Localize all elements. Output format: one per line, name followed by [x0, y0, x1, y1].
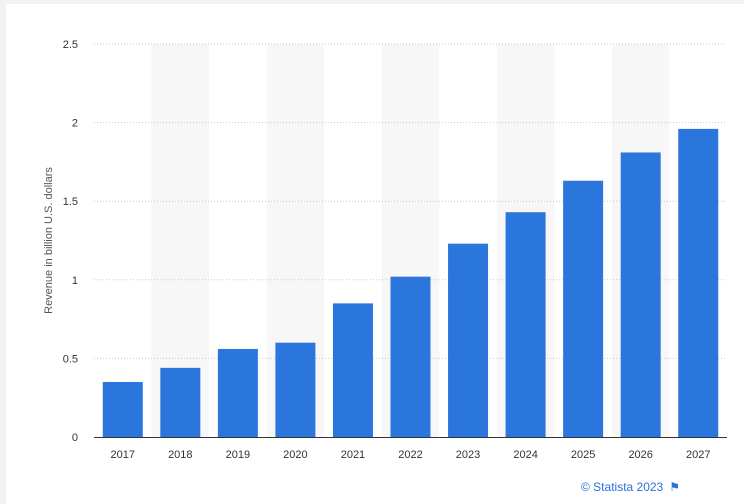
gridlines — [94, 43, 727, 359]
x-tick-label: 2023 — [456, 449, 480, 461]
y-tick-label: 1 — [72, 275, 78, 287]
bar-2025[interactable] — [563, 180, 604, 437]
x-tick-label: 2022 — [398, 449, 422, 461]
statista-credit[interactable]: © Statista 2023 ⚑ — [581, 480, 680, 494]
y-axis-title: Revenue in billion U.S. dollars — [43, 167, 55, 314]
x-tick-label: 2026 — [628, 449, 652, 461]
bar-2020[interactable] — [275, 342, 316, 437]
y-tick-label: 0 — [72, 432, 78, 444]
bar-2019[interactable] — [217, 348, 258, 437]
x-tick-label: 2021 — [341, 449, 365, 461]
x-tick-label: 2017 — [111, 449, 135, 461]
flag-icon[interactable]: ⚑ — [669, 480, 680, 494]
y-tick-label: 1.5 — [63, 196, 78, 208]
bar-2027[interactable] — [678, 128, 719, 437]
bar-2026[interactable] — [620, 152, 661, 437]
bars — [102, 128, 719, 437]
y-tick-label: 2.5 — [63, 39, 78, 51]
y-axis-ticks: 0 0.5 1 1.5 2 2.5 — [63, 39, 78, 444]
x-tick-label: 2025 — [571, 449, 595, 461]
x-tick-label: 2018 — [168, 449, 192, 461]
bar-2022[interactable] — [390, 276, 431, 437]
y-tick-label: 0.5 — [63, 353, 78, 365]
bar-2021[interactable] — [332, 303, 373, 437]
credit-text[interactable]: © Statista 2023 — [581, 480, 664, 494]
x-tick-label: 2024 — [513, 449, 537, 461]
x-tick-label: 2020 — [283, 449, 307, 461]
bar-2017[interactable] — [102, 381, 143, 437]
x-axis-ticks: 2017 2018 2019 2020 2021 2022 2023 2024 2025 2026… — [111, 449, 711, 461]
y-tick-label: 2 — [72, 118, 78, 130]
x-tick-label: 2019 — [226, 449, 250, 461]
bar-2023[interactable] — [448, 243, 489, 437]
bar-2018[interactable] — [160, 367, 201, 437]
bar-2024[interactable] — [505, 212, 546, 437]
x-tick-label: 2027 — [686, 449, 710, 461]
